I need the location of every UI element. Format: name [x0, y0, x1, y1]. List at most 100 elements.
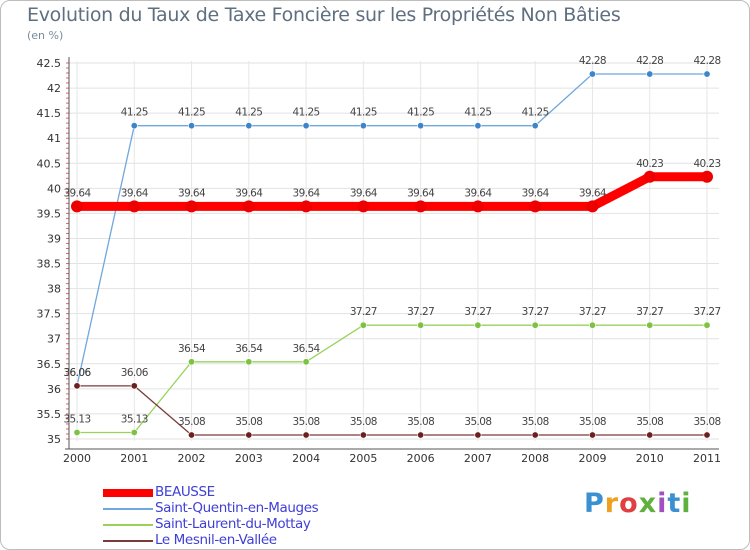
legend-label: Saint-Quentin-en-Mauges [155, 500, 319, 516]
series-line [76, 385, 708, 436]
data-point [588, 70, 596, 78]
data-label: 36.06 [63, 367, 91, 379]
data-point [359, 321, 367, 329]
y-tick-label: 41 [47, 132, 61, 145]
data-label: 39.64 [522, 187, 550, 199]
chart-unit-label: (en %) [27, 29, 64, 42]
data-label: 42.28 [579, 55, 606, 67]
y-tick-label: 38 [47, 283, 61, 296]
y-tick-label: 42.5 [37, 57, 62, 70]
data-label: 35.08 [693, 416, 720, 428]
data-point [417, 431, 425, 439]
legend-label: Saint-Laurent-du-Mottay [155, 516, 311, 532]
data-point [359, 122, 367, 130]
data-point [529, 200, 542, 213]
data-label: 41.25 [235, 107, 262, 119]
data-point [130, 122, 138, 130]
data-label: 40.23 [693, 158, 720, 170]
data-label: 37.27 [522, 306, 549, 318]
data-point [73, 382, 81, 390]
data-label: 39.64 [121, 187, 149, 199]
data-point [300, 200, 313, 213]
data-label: 41.25 [464, 107, 491, 119]
y-tick-label: 35 [47, 433, 61, 446]
data-point [646, 70, 654, 78]
data-point [188, 122, 196, 130]
data-label: 39.64 [235, 187, 263, 199]
y-tick-label: 40.5 [37, 157, 62, 170]
data-label: 39.64 [464, 187, 492, 199]
data-label: 39.64 [579, 187, 607, 199]
legend-swatch [103, 524, 153, 526]
data-label: 41.25 [293, 107, 320, 119]
x-tick-label: 2010 [636, 452, 664, 465]
data-point [188, 431, 196, 439]
series-line [76, 73, 708, 387]
y-tick-label: 35.5 [37, 408, 62, 421]
y-tick-label: 37 [47, 333, 61, 346]
data-point [71, 200, 83, 213]
data-point [531, 431, 539, 439]
data-point [130, 428, 138, 436]
legend-swatch [103, 508, 153, 510]
data-point [188, 358, 196, 366]
data-point [128, 200, 141, 213]
data-label: 37.27 [693, 306, 720, 318]
y-tick-label: 36 [47, 383, 61, 396]
x-tick-label: 2006 [407, 452, 435, 465]
data-label: 35.08 [636, 416, 663, 428]
data-point [302, 358, 310, 366]
data-point [417, 321, 425, 329]
data-point [245, 122, 253, 130]
data-label: 35.08 [235, 416, 262, 428]
data-point [242, 200, 255, 213]
data-label: 41.25 [350, 107, 377, 119]
data-label: 37.27 [407, 306, 434, 318]
data-label: 39.64 [293, 187, 321, 199]
proxiti-logo: Proxiti [584, 488, 692, 519]
data-point [586, 200, 599, 213]
data-label: 35.08 [178, 416, 205, 428]
data-label: 35.13 [63, 413, 90, 425]
data-point [703, 431, 711, 439]
data-point [73, 428, 81, 436]
x-tick-label: 2000 [63, 452, 91, 465]
data-label: 36.06 [121, 367, 149, 379]
y-tick-label: 42 [47, 82, 61, 95]
x-tick-label: 2007 [464, 452, 492, 465]
data-label: 42.28 [636, 55, 663, 67]
data-point [185, 200, 198, 213]
x-tick-label: 2002 [178, 452, 206, 465]
data-point [531, 122, 539, 130]
data-label: 39.64 [407, 187, 435, 199]
data-label: 37.27 [350, 306, 377, 318]
data-label: 37.27 [636, 306, 663, 318]
data-point [474, 122, 482, 130]
data-point [357, 200, 370, 213]
plot-area [69, 61, 719, 441]
y-tick-label: 37.5 [37, 308, 62, 321]
legend-swatch [103, 489, 153, 497]
x-tick-label: 2001 [120, 452, 148, 465]
data-point [245, 431, 253, 439]
data-label: 39.64 [178, 187, 206, 199]
data-label: 39.64 [350, 187, 378, 199]
data-label: 37.27 [579, 306, 606, 318]
legend-label: BEAUSSE [155, 484, 215, 500]
y-tick-label: 39.5 [37, 207, 62, 220]
data-point [703, 321, 711, 329]
data-label: 36.54 [235, 343, 263, 355]
chart-title: Evolution du Taux de Taxe Foncière sur l… [27, 4, 621, 26]
data-point [302, 431, 310, 439]
y-tick-label: 41.5 [37, 107, 62, 120]
x-tick-label: 2003 [235, 452, 263, 465]
legend-label: Le Mesnil-en-Vallée [155, 532, 277, 548]
data-label: 36.54 [178, 343, 206, 355]
data-label: 40.23 [636, 158, 663, 170]
data-label: 35.13 [121, 413, 148, 425]
data-label: 41.25 [121, 107, 148, 119]
data-label: 35.08 [579, 416, 606, 428]
data-label: 37.27 [464, 306, 491, 318]
